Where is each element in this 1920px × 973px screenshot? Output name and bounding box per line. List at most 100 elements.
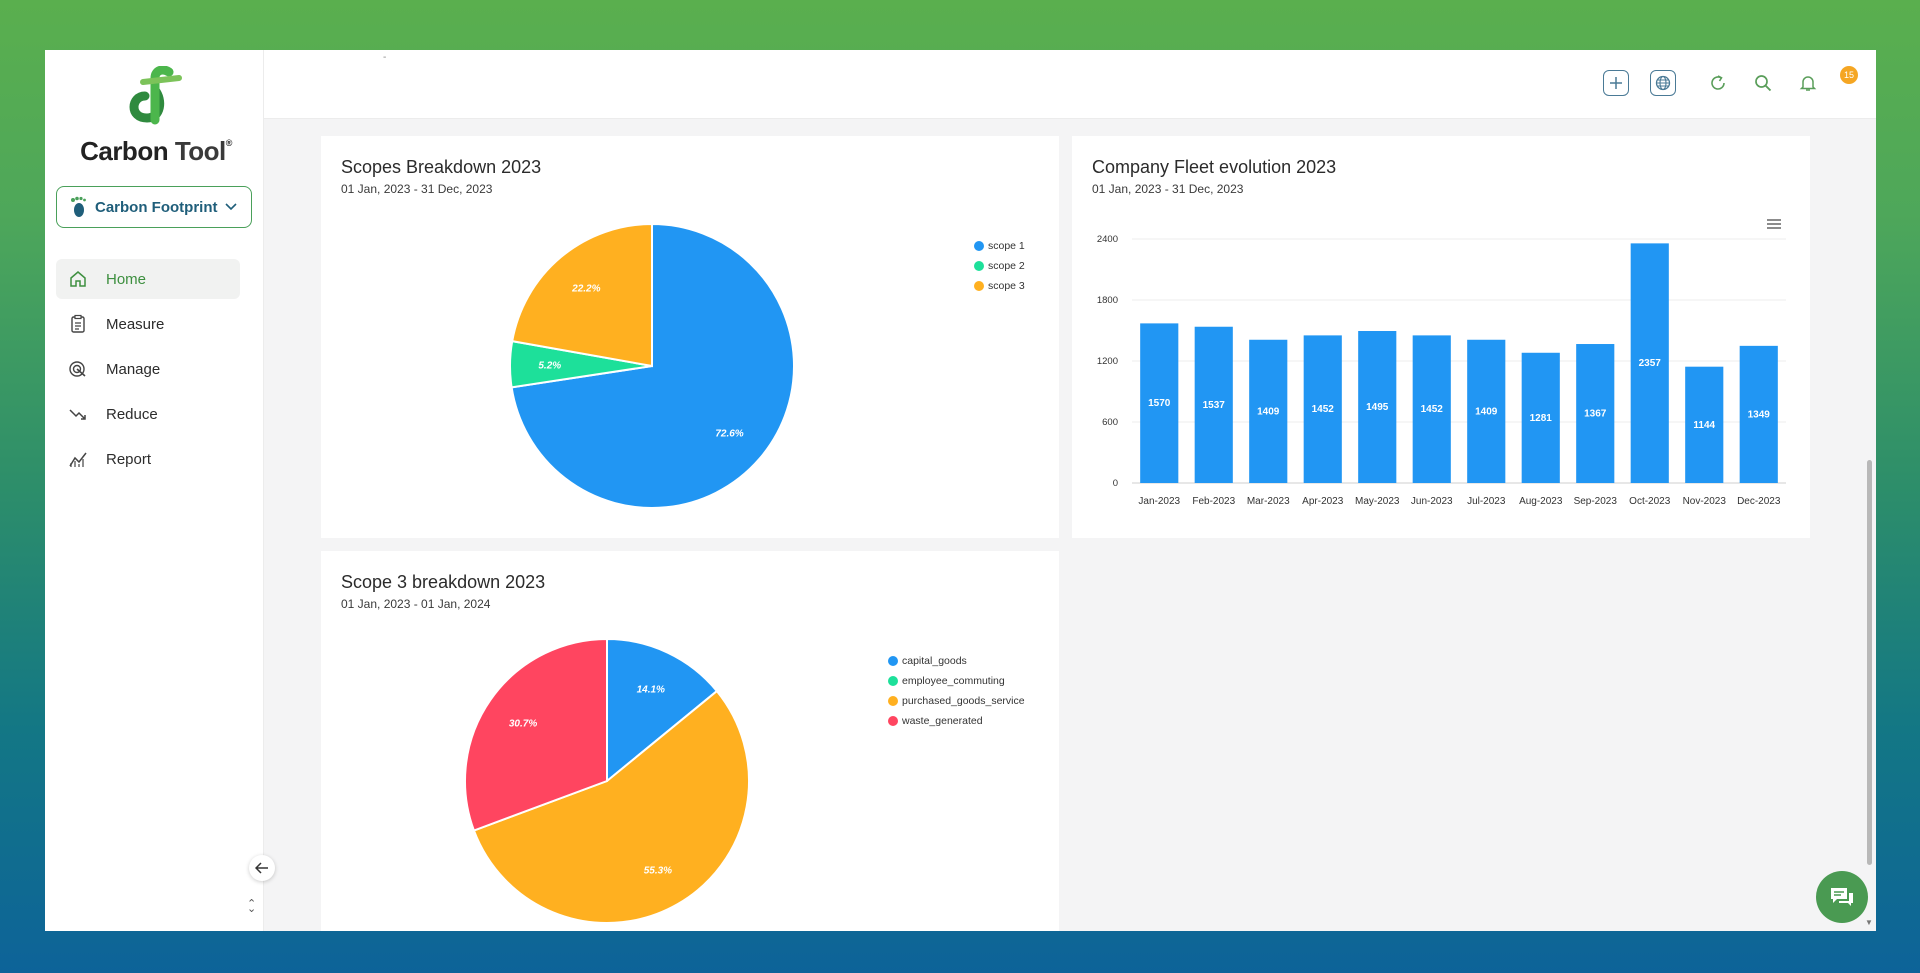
- scrollbar-thumb[interactable]: [1867, 460, 1872, 865]
- bar-data-label: 1367: [1584, 409, 1607, 420]
- bar-apr-2023[interactable]: [1303, 335, 1342, 483]
- pie-slice-scope-3[interactable]: [511, 222, 653, 368]
- bar-feb-2023[interactable]: [1194, 326, 1233, 483]
- chart-menu-icon[interactable]: [1766, 218, 1782, 230]
- sidebar: Carbon Tool® Carbon Footprint Home Mea: [45, 50, 275, 931]
- bar-data-label: 1349: [1748, 409, 1771, 420]
- add-button[interactable]: [1603, 70, 1629, 96]
- pie-data-label: 55.3%: [644, 866, 672, 877]
- top-bar: -: [264, 50, 1876, 119]
- bar-oct-2023[interactable]: [1630, 243, 1669, 483]
- pie-slice-waste-generated[interactable]: [464, 637, 608, 832]
- legend-marker: [888, 656, 898, 666]
- legend-label: purchased_goods_service: [902, 695, 1025, 707]
- sidebar-nav: Home Measure Manage Reduce Report: [56, 259, 240, 484]
- bar-data-label: 2357: [1639, 358, 1662, 369]
- bar-data-label: 1495: [1366, 402, 1389, 413]
- card-title: Company Fleet evolution 2023: [1092, 157, 1337, 177]
- bar-may-2023[interactable]: [1358, 331, 1397, 483]
- trend-down-icon: [69, 409, 86, 420]
- notification-count-badge: 15: [1840, 66, 1858, 84]
- plus-icon: [1610, 77, 1622, 89]
- scope3-breakdown-card: Scope 3 breakdown 2023 01 Jan, 2023 - 01…: [321, 551, 1059, 931]
- bar-mar-2023[interactable]: [1249, 339, 1288, 483]
- legend-label: capital_goods: [902, 655, 967, 667]
- pie-data-label: 14.1%: [637, 685, 665, 696]
- target-icon: [69, 361, 86, 377]
- pie-data-label: 22.2%: [571, 284, 600, 295]
- fleet-evolution-card: Company Fleet evolution 2023 01 Jan, 202…: [1072, 136, 1810, 538]
- collapse-sidebar-button[interactable]: [249, 855, 275, 881]
- updown-chevron-icon[interactable]: ⌃ ⌄: [247, 898, 257, 915]
- y-tick-label: 0: [1113, 478, 1118, 489]
- x-tick-label: Sep-2023: [1574, 496, 1618, 507]
- sidebar-item-label: Reduce: [106, 405, 158, 423]
- bar-dec-2023[interactable]: [1739, 345, 1778, 483]
- pie-data-label: 30.7%: [509, 719, 537, 730]
- bar-data-label: 1409: [1257, 406, 1280, 417]
- pie-slice-purchased-goods-service[interactable]: [472, 689, 750, 924]
- legend-item[interactable]: capital_goods: [888, 651, 1025, 671]
- x-tick-label: Aug-2023: [1519, 496, 1563, 507]
- sidebar-item-label: Measure: [106, 315, 165, 333]
- y-tick-label: 2400: [1097, 234, 1118, 245]
- x-tick-label: May-2023: [1355, 496, 1400, 507]
- refresh-button[interactable]: [1705, 70, 1731, 96]
- pie-slice-capital-goods[interactable]: [606, 637, 719, 784]
- x-tick-label: Apr-2023: [1302, 496, 1344, 507]
- legend-item[interactable]: scope 1: [974, 236, 1025, 256]
- sidebar-item-report[interactable]: Report: [56, 439, 240, 479]
- app-window: Carbon Tool® Carbon Footprint Home Mea: [45, 50, 1876, 931]
- carbon-tool-logo[interactable]: Carbon Tool®: [71, 65, 241, 166]
- globe-icon: [1655, 75, 1671, 91]
- scroll-down-arrow-icon[interactable]: ▼: [1865, 918, 1873, 927]
- sidebar-item-measure[interactable]: Measure: [56, 304, 240, 344]
- legend-marker: [888, 716, 898, 726]
- chat-icon: [1831, 888, 1853, 906]
- bar-aug-2023[interactable]: [1521, 352, 1560, 483]
- legend-item[interactable]: waste_generated: [888, 711, 1025, 731]
- legend-label: waste_generated: [902, 715, 983, 727]
- sidebar-item-reduce[interactable]: Reduce: [56, 394, 240, 434]
- x-tick-label: Jun-2023: [1411, 496, 1453, 507]
- chart-line-icon: [69, 452, 87, 467]
- y-tick-label: 1800: [1097, 295, 1118, 306]
- bar-data-label: 1409: [1475, 406, 1498, 417]
- chat-button[interactable]: [1816, 871, 1868, 923]
- bar-jun-2023[interactable]: [1412, 335, 1451, 483]
- notifications-button[interactable]: [1795, 70, 1821, 96]
- scopes-pie-chart: 72.6% 5.2% 22.2%: [509, 222, 795, 509]
- x-tick-label: Jan-2023: [1138, 496, 1180, 507]
- legend-label: scope 3: [988, 280, 1025, 292]
- bar-data-label: 1452: [1312, 404, 1335, 415]
- legend-item[interactable]: scope 3: [974, 276, 1025, 296]
- bar-sep-2023[interactable]: [1576, 344, 1615, 483]
- legend-item[interactable]: purchased_goods_service: [888, 691, 1025, 711]
- sidebar-item-label: Home: [106, 270, 147, 288]
- module-selector-label: Carbon Footprint: [95, 198, 218, 216]
- module-selector[interactable]: Carbon Footprint: [56, 186, 252, 228]
- language-button[interactable]: [1650, 70, 1676, 96]
- clipboard-icon: [71, 314, 85, 333]
- sidebar-item-manage[interactable]: Manage: [56, 349, 240, 389]
- card-title: Scope 3 breakdown 2023: [341, 572, 546, 592]
- brand-name: Carbon Tool®: [80, 136, 232, 166]
- legend-marker: [974, 261, 984, 271]
- search-button[interactable]: [1750, 70, 1776, 96]
- bar-jan-2023[interactable]: [1140, 323, 1179, 483]
- card-subtitle: 01 Jan, 2023 - 31 Dec, 2023: [341, 182, 493, 196]
- footprint-icon: [71, 196, 86, 217]
- legend-label: scope 1: [988, 240, 1025, 252]
- bar-nov-2023[interactable]: [1685, 366, 1724, 483]
- y-tick-label: 600: [1102, 417, 1118, 428]
- y-tick-label: 1200: [1097, 356, 1118, 367]
- card-subtitle: 01 Jan, 2023 - 01 Jan, 2024: [341, 597, 491, 611]
- x-tick-label: Nov-2023: [1683, 496, 1727, 507]
- bar-jul-2023[interactable]: [1467, 339, 1506, 483]
- bar-data-label: 1570: [1148, 398, 1171, 409]
- sidebar-item-home[interactable]: Home: [56, 259, 240, 299]
- refresh-icon: [1711, 75, 1725, 90]
- sidebar-item-label: Report: [106, 450, 152, 468]
- legend-item[interactable]: scope 2: [974, 256, 1025, 276]
- legend-item[interactable]: employee_commuting: [888, 671, 1025, 691]
